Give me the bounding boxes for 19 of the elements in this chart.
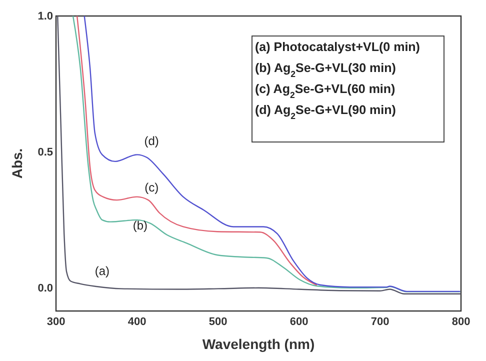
y-axis-title: Abs. (9, 148, 25, 179)
series-label: (b) (132, 218, 148, 232)
x-tick-label: 700 (370, 316, 390, 328)
x-tick-label: 500 (208, 316, 228, 328)
series-label: (c) (144, 180, 159, 194)
x-tick-label: 400 (128, 316, 146, 328)
annotation: (d) Ag$_{2}$Se-G+VL(90 min) (255, 103, 396, 121)
x-tick-label: 300 (46, 316, 66, 328)
annotation: (a) Photocatalyst+VL(0 min) (255, 40, 420, 54)
x-axis-title: Wavelength (nm) (202, 336, 315, 352)
y-tick-label: 1.0 (38, 10, 53, 23)
series-label: (d) (144, 134, 159, 148)
x-tick-label: 800 (452, 316, 470, 328)
y-tick-label: 0.5 (38, 146, 53, 158)
y-tick-label: 0.0 (38, 282, 53, 294)
series-label: (a) (94, 264, 110, 278)
x-tick-label: 600 (290, 316, 308, 328)
annotation: (c) Ag$_{2}$Se-G+VL(60 min) (255, 82, 396, 100)
annotation: (b) Ag$_{2}$Se-G+VL(30 min) (255, 61, 396, 79)
